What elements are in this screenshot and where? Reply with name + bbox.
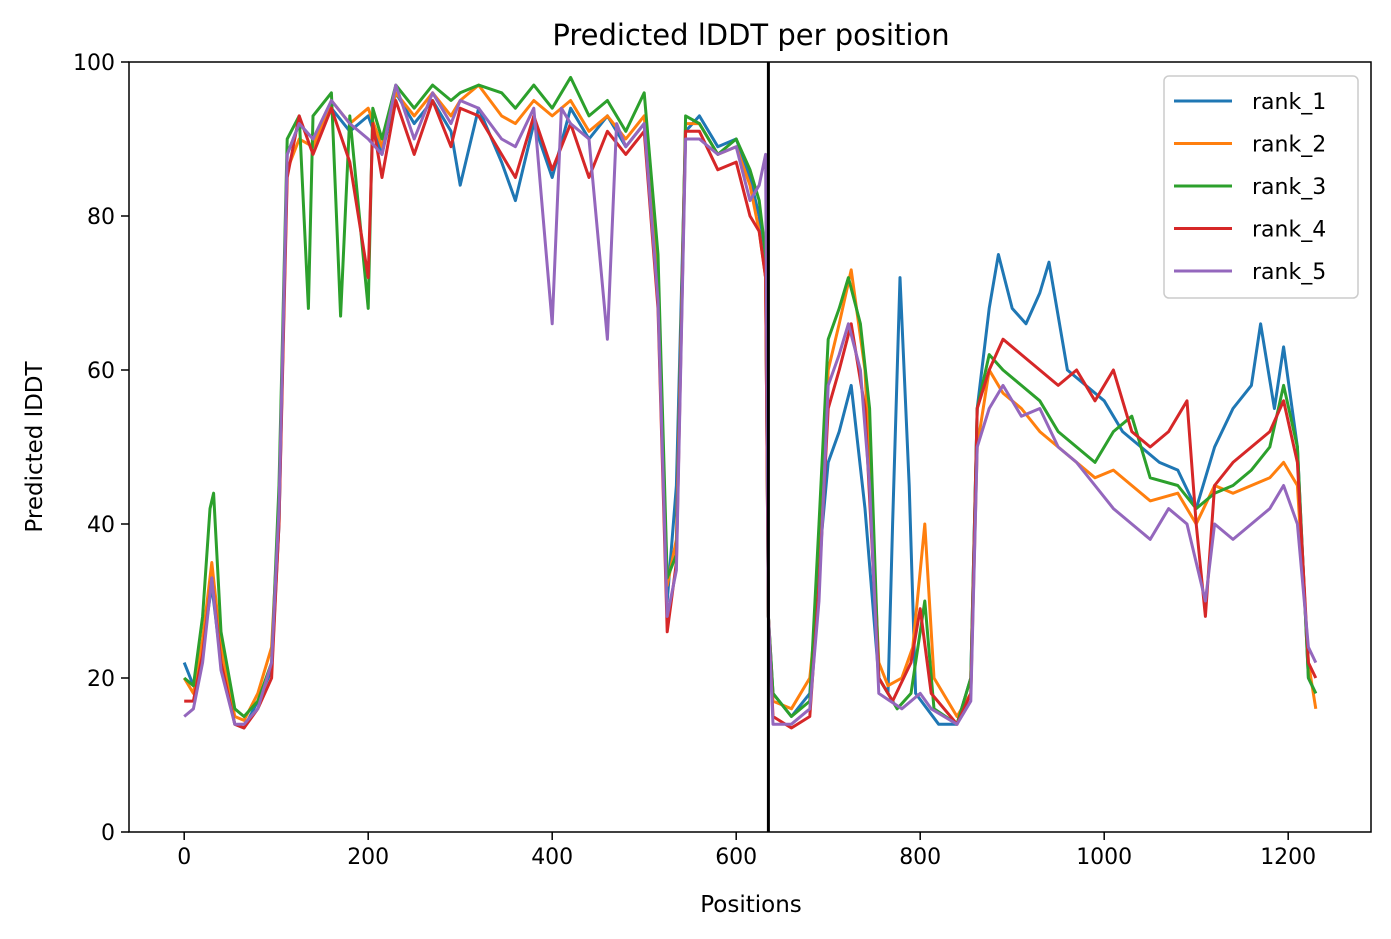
x-tick-label: 1000 [1076, 845, 1132, 870]
x-tick-label: 400 [531, 845, 573, 870]
x-tick-label: 600 [715, 845, 757, 870]
x-axis: 0 200 400 600 800 1000 1200 [177, 832, 1316, 870]
y-axis-label: Predicted lDDT [22, 360, 48, 532]
y-tick-label: 20 [87, 667, 115, 692]
chart-title: Predicted lDDT per position [552, 18, 949, 52]
y-tick-label: 60 [87, 359, 115, 384]
y-axis: 0 20 40 60 80 100 [73, 51, 129, 846]
x-tick-label: 800 [899, 845, 941, 870]
y-tick-label: 100 [73, 51, 115, 76]
legend-label-rank-3: rank_3 [1252, 175, 1326, 200]
x-axis-label: Positions [700, 892, 802, 918]
x-tick-label: 0 [177, 845, 191, 870]
legend-label-rank-1: rank_1 [1252, 90, 1326, 115]
y-tick-label: 40 [87, 513, 115, 538]
series-line-rank-4 [184, 99, 1318, 730]
plot-frame [128, 61, 1372, 833]
series-line-rank-5 [183, 83, 1318, 726]
legend-label-rank-2: rank_2 [1252, 133, 1326, 158]
x-tick-label: 200 [347, 845, 389, 870]
legend-box [1163, 75, 1359, 299]
legend-label-rank-4: rank_4 [1252, 218, 1326, 243]
legend: rank_1 rank_2 rank_3 rank_4 rank_5 [1163, 75, 1359, 299]
x-tick-label: 1200 [1260, 845, 1316, 870]
legend-label-rank-5: rank_5 [1252, 260, 1326, 285]
y-tick-label: 80 [87, 205, 115, 230]
y-tick-label: 0 [101, 821, 115, 846]
